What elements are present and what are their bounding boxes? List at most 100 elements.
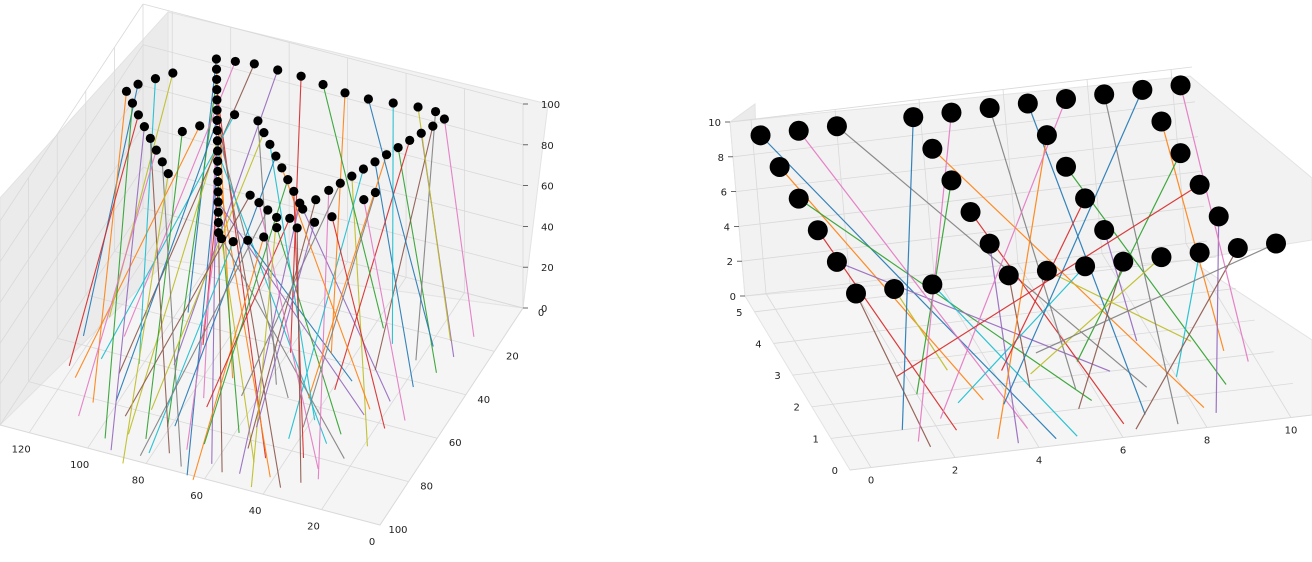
right-data-point [884, 278, 905, 299]
right-data-point [807, 220, 828, 241]
right-data-line [1001, 198, 1086, 371]
left-data-point [289, 186, 299, 196]
right-wall-grid-line [834, 109, 851, 284]
right-data-line [893, 288, 948, 371]
left-data-point [216, 233, 227, 244]
left-data-point [324, 185, 334, 195]
right-data-line [1030, 256, 1162, 375]
left-data-line [443, 118, 475, 337]
right-data-point [1056, 156, 1076, 177]
right-data-line [1008, 275, 1031, 388]
right-data-line [931, 283, 1078, 437]
right-data-point [1036, 125, 1057, 146]
right-data-point [922, 138, 943, 159]
right-data-point [750, 125, 771, 146]
left-data-point [273, 65, 283, 75]
left-data-point [211, 64, 222, 74]
left-data-line [122, 173, 169, 464]
right-x-tick-label: 10 [1285, 426, 1298, 437]
left-data-point [212, 74, 222, 85]
right-data-line [1035, 242, 1277, 354]
left-data-point [151, 145, 161, 155]
left-data-point [277, 163, 287, 173]
left-data-line [258, 202, 319, 470]
left-data-point [413, 102, 423, 112]
left-floor-grid-line [0, 424, 381, 526]
left-data-point [213, 197, 223, 207]
left-data-line [167, 79, 218, 427]
left-data-point [340, 88, 350, 98]
right-x-tick-label: 4 [1036, 456, 1042, 467]
right-data-point [1266, 233, 1286, 254]
left-data-point [254, 197, 264, 208]
right-data-line [1160, 121, 1225, 352]
right-data-point [960, 202, 981, 223]
left-data-point [212, 125, 222, 136]
left-data-line [374, 125, 434, 371]
right-data-point [769, 156, 790, 177]
right-data-point [998, 265, 1019, 286]
left-data-line [218, 232, 345, 459]
left-data-points [121, 54, 449, 247]
left-data-point [212, 85, 222, 95]
left-wall-grid-line [142, 3, 524, 105]
left-y-tick-label: 40 [477, 395, 490, 406]
left-data-line [100, 114, 236, 360]
left-data-point [229, 110, 240, 120]
left-data-point [292, 223, 302, 233]
right-z-tick-label: 4 [724, 222, 730, 233]
right-data-point [979, 233, 1000, 254]
right-data-point [1151, 111, 1172, 132]
right-data-line [1175, 252, 1201, 377]
left-floor-grid-line [114, 251, 495, 352]
right-x-tick-label: 2 [952, 466, 958, 477]
left-3d-plot: 0 20 40 60 80 100 120 0 20 40 60 80 100 0 20 40 60 80 100 [0, 3, 560, 548]
left-data-point [381, 150, 392, 160]
left-sidewall-grid-line [0, 166, 144, 385]
right-data-line [1046, 270, 1192, 342]
left-data-point [296, 71, 306, 81]
left-data-line [104, 103, 133, 439]
right-data-line [855, 293, 932, 448]
left-data-line [331, 216, 386, 429]
right-data-point [1017, 93, 1038, 114]
left-data-line [74, 125, 201, 378]
left-data-line [322, 84, 384, 329]
left-data-point [430, 106, 441, 117]
left-data-point [212, 115, 222, 125]
left-y-tick-label: 60 [449, 438, 462, 449]
right-data-point [1094, 84, 1115, 105]
left-data-point [212, 136, 223, 146]
right-floor-grid-line [765, 293, 872, 468]
right-floor-grid-line [811, 351, 1274, 408]
left-data-point [245, 190, 255, 200]
right-data-points [750, 75, 1286, 304]
left-data-line [138, 78, 156, 364]
left-data-line [250, 217, 278, 488]
right-data-point [788, 188, 809, 209]
left-data-line [415, 111, 437, 361]
right-data-point [1227, 238, 1248, 259]
left-z-tick-label: 0 [541, 304, 547, 315]
left-x-tick-label: 40 [249, 506, 262, 517]
right-wall-grid-line [750, 119, 767, 294]
right-floor-grid-line [1185, 243, 1292, 418]
left-data-point [439, 114, 449, 124]
right-data-line [989, 107, 1077, 390]
right-data-line [1215, 216, 1220, 413]
right-data-point [826, 251, 847, 272]
left-data-point [127, 98, 138, 108]
left-data-point [363, 94, 373, 104]
right-data-point [1170, 75, 1191, 96]
right-data-point [1036, 260, 1057, 281]
left-data-point [230, 56, 240, 67]
right-y-tick-label: 1 [813, 434, 819, 445]
left-z-tick-label: 60 [541, 182, 554, 193]
left-data-line [216, 109, 282, 488]
left-data-lines [68, 58, 475, 488]
left-data-line [241, 183, 341, 397]
left-y-tick-label: 80 [420, 482, 433, 493]
left-data-point [335, 178, 345, 188]
